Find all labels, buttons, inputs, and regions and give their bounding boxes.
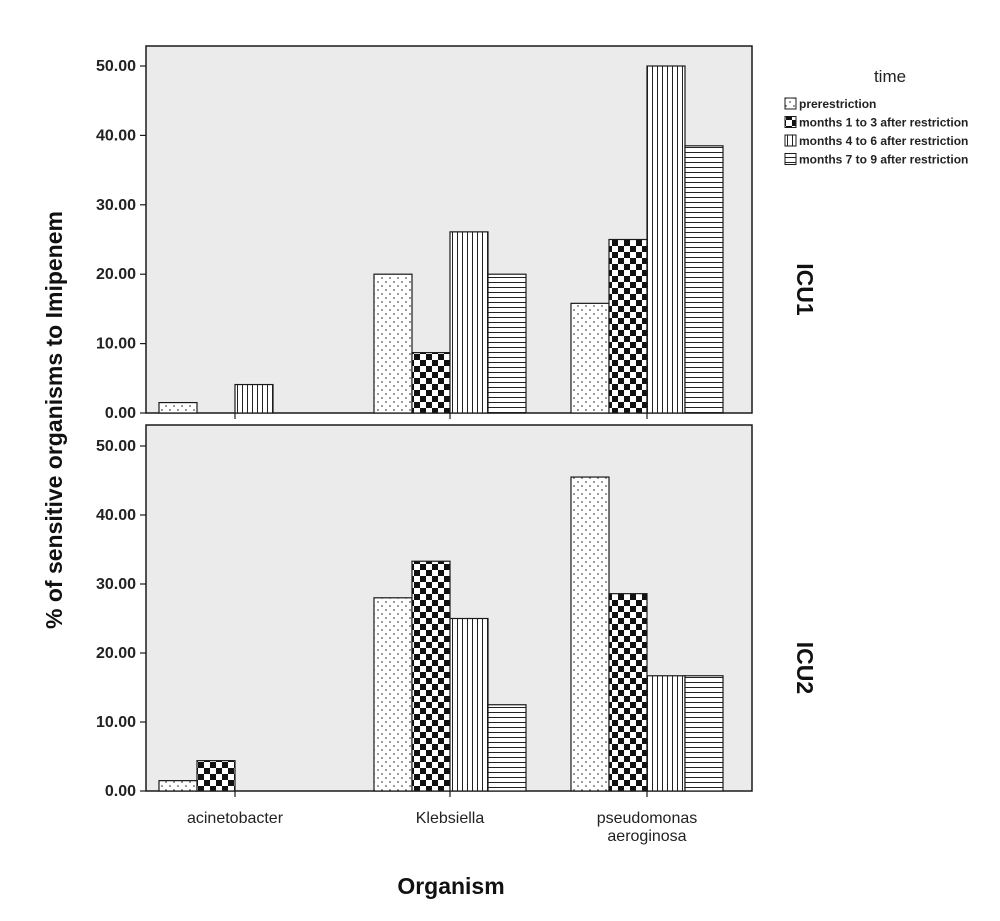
legend-label: months 7 to 9 after restriction — [799, 153, 968, 167]
bar — [646, 675, 686, 792]
y-tick-label: 20.00 — [96, 266, 136, 283]
y-tick-label: 50.00 — [96, 58, 136, 75]
y-tick-label: 30.00 — [96, 197, 136, 214]
bar — [608, 593, 648, 792]
x-axis-title: Organism — [397, 873, 504, 899]
x-tick-label: acinetobacter — [187, 810, 284, 827]
bar — [684, 145, 724, 414]
bar — [234, 383, 274, 414]
y-tick-label: 20.00 — [96, 645, 136, 662]
y-tick-label: 30.00 — [96, 576, 136, 593]
y-tick-label: 40.00 — [96, 507, 136, 524]
legend-label: months 4 to 6 after restriction — [799, 134, 968, 148]
x-tick-label: Klebsiella — [416, 810, 485, 827]
bar — [570, 476, 610, 792]
legend-swatch — [784, 153, 797, 165]
panel-title: ICU2 — [792, 642, 818, 694]
y-axis-title: % of sensitive organisms to Imipenem — [41, 211, 67, 629]
bar — [158, 401, 198, 414]
bar — [411, 560, 451, 792]
legend-label: prerestriction — [799, 97, 876, 111]
legend-swatch — [784, 97, 797, 110]
y-tick-label: 10.00 — [96, 714, 136, 731]
bar — [570, 302, 610, 414]
bar — [158, 780, 198, 792]
x-tick-label: aeroginosa — [607, 828, 686, 845]
y-tick-label: 10.00 — [96, 336, 136, 353]
bar — [684, 675, 724, 792]
x-tick-label: pseudomonas — [597, 810, 698, 827]
y-tick-label: 40.00 — [96, 127, 136, 144]
bar — [373, 273, 413, 414]
legend-label: months 1 to 3 after restriction — [799, 116, 968, 130]
panel-title: ICU1 — [792, 263, 818, 316]
legend-title: time — [874, 67, 906, 86]
bar — [449, 617, 489, 792]
legend-swatch — [784, 134, 797, 147]
y-tick-label: 0.00 — [105, 405, 136, 422]
bar — [373, 597, 413, 792]
bar — [608, 238, 648, 414]
bar — [196, 760, 236, 792]
y-tick-label: 0.00 — [105, 783, 136, 800]
legend-swatch — [784, 116, 797, 128]
bar — [646, 65, 686, 414]
legend: time prerestriction months 1 to 3 after re… — [784, 67, 968, 167]
bar — [487, 704, 527, 792]
bar — [411, 352, 451, 414]
y-tick-label: 50.00 — [96, 438, 136, 455]
bar — [449, 231, 489, 414]
bar — [487, 273, 527, 414]
